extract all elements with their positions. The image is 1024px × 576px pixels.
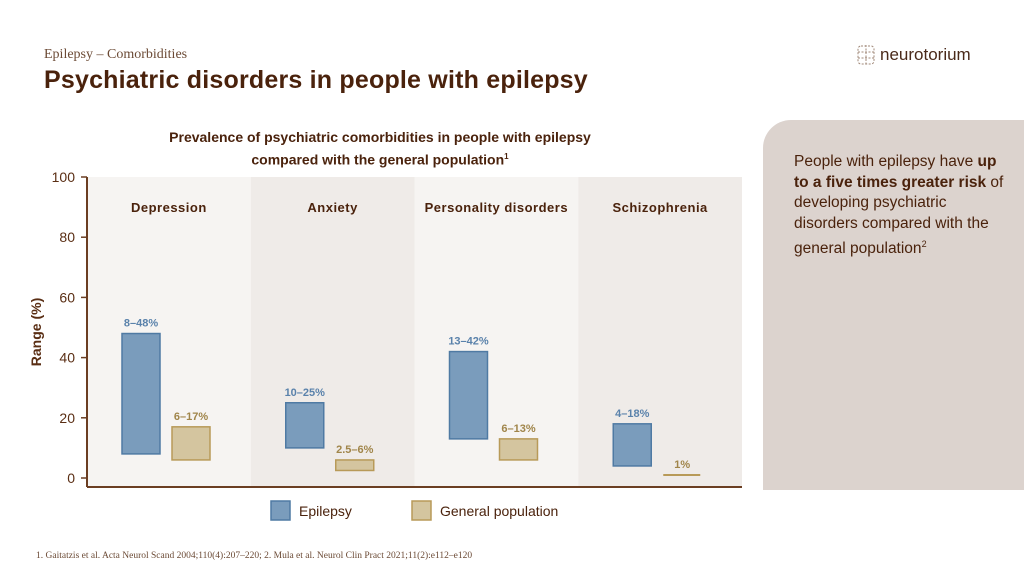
- y-tick-label: 20: [59, 410, 75, 426]
- breadcrumb: Epilepsy – Comorbidities: [44, 47, 188, 62]
- legend-label: General population: [440, 503, 558, 519]
- legend-label: Epilepsy: [299, 503, 352, 519]
- category-label: Anxiety: [307, 200, 358, 215]
- legend-swatch: [270, 500, 291, 521]
- y-tick-label: 100: [52, 169, 76, 185]
- category-label: Schizophrenia: [612, 200, 708, 215]
- bar-general-population: [171, 426, 211, 461]
- category-band: [578, 177, 742, 487]
- category-band: [414, 177, 579, 487]
- key-message-panel: [763, 120, 1024, 490]
- key-message-emphasis: up to a five times greater risk: [794, 153, 997, 191]
- chart-title-sup: 1: [504, 152, 509, 161]
- data-label: 6–13%: [501, 423, 535, 435]
- brain-logo-icon: [857, 45, 875, 65]
- logo: neurotorium: [856, 44, 971, 66]
- data-label: 10–25%: [285, 387, 326, 399]
- bar-epilepsy: [121, 332, 161, 455]
- y-axis-label: Range (%): [28, 298, 44, 366]
- page-title: Psychiatric disorders in people with epi…: [44, 66, 588, 94]
- y-tick-label: 0: [67, 470, 75, 486]
- category-band: [87, 177, 251, 487]
- data-label: 2.5–6%: [336, 444, 374, 456]
- y-tick-label: 60: [59, 289, 75, 305]
- chart-title-line2: compared with the general population: [251, 151, 505, 168]
- bar-epilepsy: [285, 402, 325, 449]
- bar-general-population: [335, 459, 375, 472]
- category-label: Personality disorders: [425, 200, 568, 215]
- footnote-references: 1. Gaitatzis et al. Acta Neurol Scand 20…: [36, 551, 473, 561]
- chart-title: Prevalence of psychiatric comorbidities …: [100, 128, 660, 170]
- key-message-part: People with epilepsy have: [794, 153, 978, 170]
- key-message-text: People with epilepsy have up to a five t…: [794, 152, 1009, 260]
- bar-epilepsy: [448, 350, 489, 440]
- logo-text: neurotorium: [880, 45, 971, 64]
- data-label: 13–42%: [448, 336, 489, 348]
- chart-title-line1: Prevalence of psychiatric comorbidities …: [169, 129, 591, 145]
- legend-swatch: [411, 500, 432, 521]
- bar-epilepsy: [612, 423, 652, 467]
- key-message-part: of developing psychiatric disorders comp…: [794, 173, 1004, 258]
- key-message-sup: 2: [921, 239, 927, 249]
- bar-general-population: [498, 438, 539, 461]
- range-bar-chart: Depression Anxiety Personality disorders Sc…: [28, 169, 742, 521]
- data-label: 6–17%: [174, 411, 208, 423]
- y-tick-label: 80: [59, 229, 75, 245]
- data-label: 4–18%: [615, 408, 649, 420]
- data-label: 8–48%: [124, 318, 158, 330]
- category-label: Depression: [131, 200, 207, 215]
- y-tick-label: 40: [59, 350, 75, 366]
- data-label: 1%: [674, 459, 690, 471]
- category-band: [250, 177, 415, 487]
